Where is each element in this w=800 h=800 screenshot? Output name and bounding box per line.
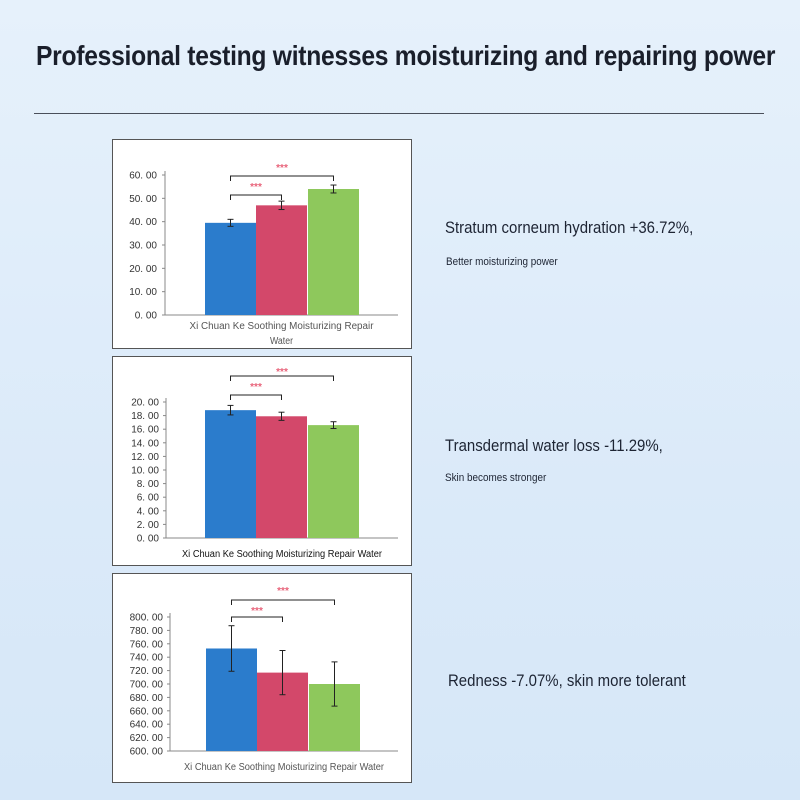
- significance-label: ***: [251, 606, 263, 617]
- y-tick-label: 760. 00: [130, 639, 164, 650]
- significance-label: ***: [250, 182, 262, 193]
- chart-panel-hydration: 0. 00 10. 00 20. 00 30. 00 40. 00 50. 00 60. 0…: [112, 139, 412, 349]
- y-tick-label: 720. 00: [130, 666, 164, 677]
- y-tick-label: 20. 00: [131, 398, 159, 409]
- significance-label: ***: [276, 367, 288, 378]
- y-tick-label: 50. 00: [129, 194, 157, 205]
- y-tick-label: 14. 00: [131, 438, 159, 449]
- chart-panel-water-loss: 0. 00 2. 00 4. 00 6. 00 8. 00 10. 00 12. 00 14.…: [112, 356, 412, 566]
- significance-bracket: [230, 375, 334, 381]
- bar-group3: [308, 425, 359, 538]
- y-tick-label: 600. 00: [130, 747, 164, 758]
- y-tick-label: 60. 00: [129, 171, 157, 182]
- x-axis-label: Xi Chuan Ke Soothing Moisturizing Repair…: [182, 549, 383, 560]
- y-tick-label: 10. 00: [131, 466, 159, 477]
- page-title: Professional testing witnesses moisturiz…: [36, 40, 776, 71]
- y-tick-label: 40. 00: [129, 217, 157, 228]
- y-tick-label: 0. 00: [135, 311, 158, 322]
- chart-panel-redness: 600. 00 620. 00 640. 00 660. 00 680. 00 700. …: [112, 573, 412, 783]
- y-tick-label: 12. 00: [131, 452, 159, 463]
- x-axis-label: Xi Chuan Ke Soothing Moisturizing Repair: [190, 321, 375, 332]
- y-tick-label: 16. 00: [131, 425, 159, 436]
- significance-bracket: [230, 194, 282, 200]
- y-tick-label: 4. 00: [137, 506, 160, 517]
- y-tick-label: 660. 00: [130, 706, 164, 717]
- significance-bracket: [230, 394, 282, 400]
- y-tick-label: 640. 00: [130, 720, 164, 731]
- caption-water-loss-main: Transdermal water loss -11.29%,: [445, 436, 663, 455]
- chart-hydration: 0. 00 10. 00 20. 00 30. 00 40. 00 50. 00 60. 0…: [129, 163, 398, 347]
- y-tick-label: 20. 00: [129, 264, 157, 275]
- bar-group1: [205, 410, 256, 538]
- y-tick-label: 10. 00: [129, 287, 157, 298]
- y-tick-label: 2. 00: [137, 520, 160, 531]
- caption-hydration-sub: Better moisturizing power: [446, 256, 558, 268]
- chart-water-loss: 0. 00 2. 00 4. 00 6. 00 8. 00 10. 00 12. 00 14.…: [131, 367, 398, 560]
- significance-label: ***: [276, 163, 288, 174]
- y-tick-label: 620. 00: [130, 733, 164, 744]
- title-divider: [34, 113, 764, 114]
- significance-bracket: [231, 616, 283, 622]
- caption-hydration-main: Stratum corneum hydration +36.72%,: [445, 218, 694, 237]
- y-tick-label: 800. 00: [130, 613, 164, 624]
- significance-label: ***: [250, 382, 262, 393]
- chart-redness: 600. 00 620. 00 640. 00 660. 00 680. 00 700. …: [130, 586, 398, 773]
- y-tick-label: 30. 00: [129, 241, 157, 252]
- bar-group2: [256, 416, 307, 538]
- significance-bracket: [231, 599, 335, 605]
- bar-group3: [308, 189, 359, 315]
- y-tick-label: 8. 00: [137, 479, 160, 490]
- x-axis-label: Water: [270, 336, 294, 347]
- bar-group2: [256, 205, 307, 315]
- x-axis-label: Xi Chuan Ke Soothing Moisturizing Repair…: [184, 762, 385, 773]
- y-tick-label: 6. 00: [137, 493, 160, 504]
- y-tick-label: 740. 00: [130, 653, 164, 664]
- caption-redness-main: Redness -7.07%, skin more tolerant: [448, 671, 686, 690]
- y-tick-label: 700. 00: [130, 680, 164, 691]
- y-tick-label: 680. 00: [130, 693, 164, 704]
- significance-label: ***: [277, 586, 289, 597]
- significance-bracket: [230, 175, 334, 181]
- caption-water-loss-sub: Skin becomes stronger: [445, 472, 547, 484]
- y-tick-label: 780. 00: [130, 626, 164, 637]
- y-tick-label: 0. 00: [137, 534, 160, 545]
- bar-group1: [205, 222, 256, 315]
- y-tick-label: 18. 00: [131, 411, 159, 422]
